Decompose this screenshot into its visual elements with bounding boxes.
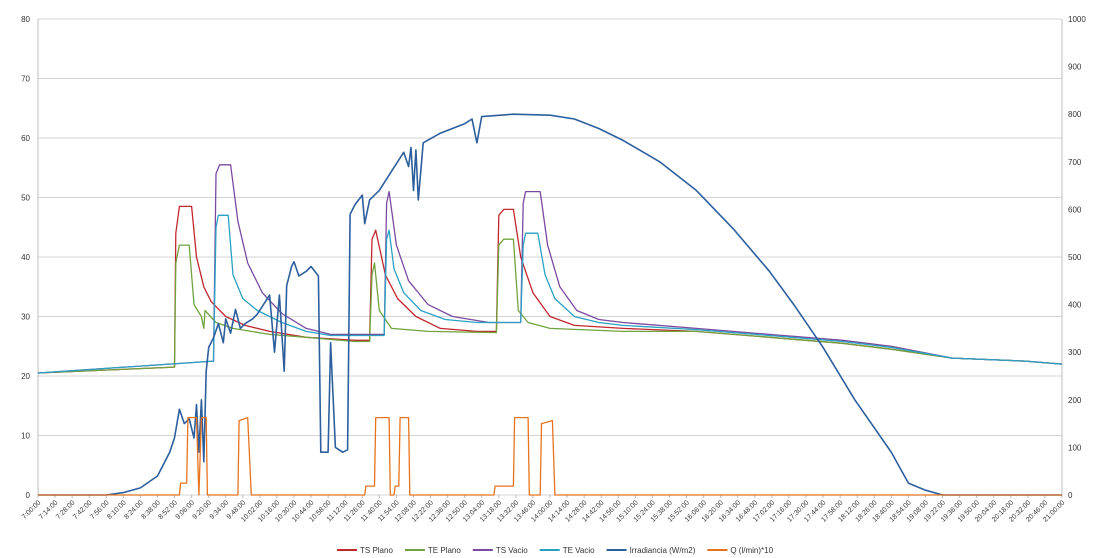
y2-tick-label: 300 — [1068, 348, 1082, 357]
series-line-te-plano — [37, 238, 1063, 374]
right-axis-tick-labels: 0 100 200 300 400 500 600 700 800 900 1000 — [1068, 15, 1086, 500]
legend-label: TS Vacio — [496, 546, 528, 555]
y2-tick-label: 800 — [1068, 110, 1082, 119]
legend-label: TE Vacio — [563, 546, 595, 555]
y-tick-label: 70 — [21, 75, 30, 84]
y2-tick-label: 400 — [1068, 301, 1082, 310]
y2-tick-label: 700 — [1068, 158, 1082, 167]
series-lines — [37, 113, 1063, 496]
y-tick-label: 40 — [21, 253, 30, 262]
y-tick-label: 60 — [21, 134, 30, 143]
legend-label: Q (l/min)*10 — [730, 546, 773, 555]
y2-tick-label: 500 — [1068, 253, 1082, 262]
y2-tick-label: 100 — [1068, 443, 1082, 452]
y2-tick-label: 600 — [1068, 205, 1082, 214]
series-line-irradiancia-w-m2 — [38, 113, 1062, 496]
y-tick-label: 80 — [21, 15, 30, 24]
series-line-ts-vacio — [37, 164, 1063, 374]
y2-tick-label: 200 — [1068, 396, 1082, 405]
y-tick-label: 30 — [21, 313, 30, 322]
legend-label: Irradiancia (W/m2) — [630, 546, 696, 555]
gridlines — [37, 18, 1063, 496]
legend-label: TS Plano — [360, 546, 393, 555]
y2-tick-label: 1000 — [1068, 15, 1086, 24]
y2-tick-label: 900 — [1068, 63, 1082, 72]
y-tick-label: 10 — [21, 432, 30, 441]
left-axis-tick-labels: 0 10 20 30 40 50 60 70 80 — [21, 15, 30, 500]
series-line-te-vacio — [37, 214, 1063, 374]
legend: TS Plano TE Plano TS Vacio TE Vacio Irradian… — [337, 546, 774, 555]
legend-label: TE Plano — [428, 546, 461, 555]
series-line-q-l-min-10 — [38, 416, 1062, 496]
y-tick-label: 0 — [26, 491, 31, 500]
y-tick-label: 20 — [21, 372, 30, 381]
y2-tick-label: 0 — [1068, 491, 1073, 500]
y-tick-label: 50 — [21, 194, 30, 203]
